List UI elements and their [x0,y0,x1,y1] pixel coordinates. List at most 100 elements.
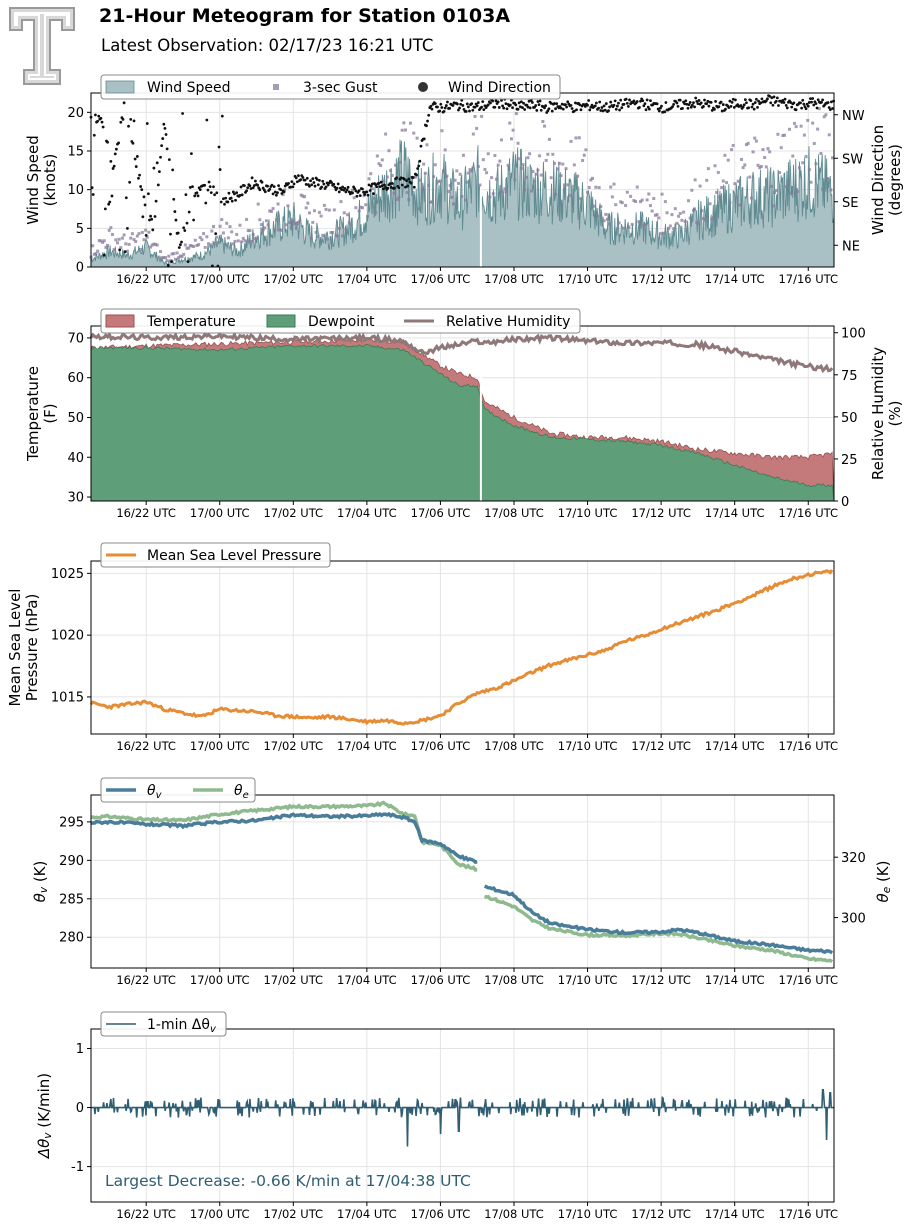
legend-label-wind-direction: Wind Direction [448,80,551,96]
wind-direction-marker [209,191,213,195]
wind-direction-marker [566,100,570,104]
wind-direction-marker [180,240,183,244]
wind-direction-marker [466,105,470,109]
wind-direction-marker [588,108,592,112]
wind-direction-marker [632,99,636,103]
wind-direction-marker [555,102,559,106]
gust-marker [829,188,833,192]
x-tick-label: 17/04 UTC [337,1207,397,1221]
gust-marker [405,191,409,195]
theta-legend [100,777,256,803]
gust-marker [140,230,144,234]
wind-direction-marker [443,106,447,110]
wind-direction-marker [155,161,159,165]
gust-marker [485,171,489,175]
gust-marker [769,184,773,188]
wind-direction-marker [569,104,573,107]
gust-marker [205,235,209,239]
y-tick-label: 0 [76,1101,84,1116]
wind-direction-marker [607,109,610,113]
wind-direction-marker [402,177,406,181]
wind-direction-marker [102,253,106,257]
wind-direction-marker [196,194,200,198]
gust-marker [586,190,590,194]
wind-direction-marker [792,101,796,105]
gust-marker [395,197,399,201]
wind-direction-marker [675,101,679,105]
wind-direction-marker [460,98,464,102]
wind-direction-marker [143,203,147,207]
gust-marker [663,200,667,204]
gust-marker [735,195,739,199]
wind-direction-marker [205,118,209,122]
gust-marker [461,153,465,157]
wind-direction-marker [416,167,420,170]
wind-direction-marker [390,182,394,185]
gust-marker [478,183,482,187]
wind-direction-marker [425,124,428,128]
gust-marker [680,218,684,222]
wind-direction-marker [230,199,234,203]
gust-marker [695,221,699,225]
gust-marker [508,121,512,125]
gust-marker [511,128,515,132]
wind-direction-marker [617,101,620,105]
wind-direction-marker [719,100,723,104]
gust-marker [278,228,282,232]
gust-marker [375,154,379,158]
wind-direction-marker [697,99,701,102]
wind-direction-marker [137,176,140,180]
wind-direction-marker [100,120,104,124]
wind-direction-marker [415,173,418,177]
wind-direction-marker [313,184,317,188]
wind-direction-marker [497,106,501,109]
gust-marker [120,236,124,240]
theta-e-axis-label: θe (K) [874,861,894,903]
wind-direction-marker [539,108,543,112]
gust-marker [773,191,777,195]
wind-direction-marker [446,100,449,104]
gust-marker [291,219,295,223]
gust-marker [458,172,462,176]
wind-direction-marker [690,103,694,107]
wind-direction-marker [750,105,754,109]
wind-direction-marker [570,107,574,110]
legend-swatch-wind-speed [105,80,135,94]
gust-marker [413,175,417,179]
wind-direction-marker [204,201,208,205]
wind-direction-marker [178,243,182,247]
gust-marker [175,251,179,255]
wind-direction-marker [161,137,165,140]
gust-marker [758,166,762,170]
relative-humidity-line [89,330,834,374]
gust-marker [738,203,742,207]
wind-direction-marker [801,98,805,102]
wind-direction-marker [113,152,117,156]
wind-direction-marker [526,105,530,109]
wind-direction-marker [141,215,145,219]
wind-direction-marker [369,184,373,188]
wind-direction-marker [714,100,717,103]
wind-direction-marker [732,106,736,109]
theta-v-axis-label: θv (K) [31,861,51,903]
wind-direction-marker [109,160,113,163]
wind-direction-marker [294,176,298,180]
theta-panel-frame [90,794,835,969]
wind-direction-marker [153,215,157,218]
wind-direction-marker [192,218,196,222]
gust-marker [615,227,619,231]
wind-direction-marker [508,103,512,107]
wind-direction-marker [106,140,109,144]
gust-marker [122,233,126,237]
gust-marker [784,185,788,189]
gust-marker [321,233,325,237]
gust-marker [286,204,290,208]
wind-direction-marker [203,183,207,187]
gust-marker [789,191,793,195]
gust-marker [248,229,252,233]
wind-direction-marker [260,180,264,184]
gust-marker [665,211,669,215]
wind-direction-marker [759,101,763,105]
wind-direction-marker [783,97,787,101]
gust-marker [523,188,527,192]
